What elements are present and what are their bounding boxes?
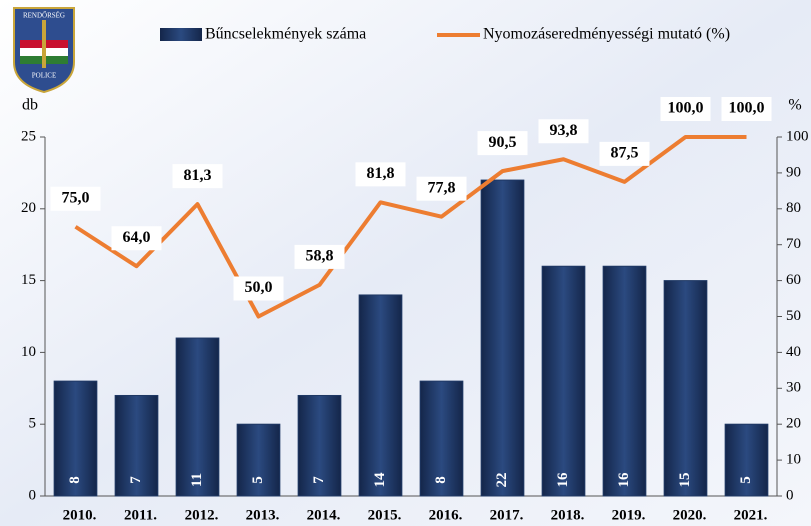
- y-tick-label: 0: [29, 487, 37, 503]
- bar: [297, 394, 342, 497]
- bar: [175, 337, 220, 497]
- line-label-box: [294, 244, 345, 269]
- bar-label: 7: [128, 476, 144, 484]
- x-tick-label: 2017.: [490, 507, 524, 523]
- bar: [724, 423, 769, 497]
- bar-label: 14: [372, 472, 388, 488]
- y-tick-label: 15: [21, 272, 36, 288]
- y-axis-label: db: [22, 97, 38, 114]
- line-label: 77,8: [428, 179, 456, 196]
- y2-tick-label: 100: [786, 128, 809, 144]
- x-tick-label: 2011.: [124, 507, 157, 523]
- bar: [236, 423, 281, 497]
- x-tick-label: 2021.: [734, 507, 768, 523]
- bar: [480, 179, 525, 497]
- y2-tick-label: 10: [786, 452, 801, 468]
- y2-tick-label: 30: [786, 380, 801, 396]
- line-label-box: [599, 141, 650, 166]
- bar-label: 8: [433, 476, 449, 484]
- line-label-box: [111, 226, 162, 251]
- y2-tick-label: 0: [786, 487, 794, 503]
- bar-label: 5: [250, 476, 266, 484]
- legend-swatch-bar: [160, 28, 202, 41]
- bar: [602, 265, 647, 497]
- legend-label: Bűncselekmények száma: [205, 26, 366, 43]
- y2-axis-label: %: [788, 97, 801, 114]
- logo-top: RENDŐRSÉG: [23, 12, 65, 20]
- x-tick-label: 2015.: [368, 507, 402, 523]
- line-label: 100,0: [668, 100, 704, 117]
- y2-tick-label: 40: [786, 344, 801, 360]
- y-tick-label: 5: [29, 416, 37, 432]
- line-label-box: [355, 162, 406, 187]
- bar: [663, 280, 708, 497]
- bar-label: 5: [738, 476, 754, 484]
- legend-label: Nyomozáseredményességi mutató (%): [483, 26, 730, 43]
- y2-tick-label: 70: [786, 236, 801, 252]
- line-label: 50,0: [245, 279, 273, 296]
- line-label: 90,5: [489, 134, 517, 151]
- logo: RENDŐRSÉG POLICE: [13, 7, 75, 94]
- x-tick-label: 2014.: [307, 507, 341, 523]
- bar: [419, 380, 464, 497]
- bar: [53, 380, 98, 497]
- y2-tick-label: 50: [786, 308, 801, 324]
- x-tick-label: 2016.: [429, 507, 463, 523]
- bar-label: 8: [67, 476, 83, 484]
- line-label: 81,3: [184, 167, 212, 184]
- y-tick-label: 10: [21, 344, 36, 360]
- line-label: 81,8: [367, 165, 395, 182]
- bar-label: 11: [189, 473, 205, 487]
- y-tick-label: 25: [21, 128, 36, 144]
- x-tick-label: 2012.: [185, 507, 219, 523]
- line-label: 75,0: [62, 189, 90, 206]
- y2-tick-label: 90: [786, 164, 801, 180]
- bar: [358, 294, 403, 497]
- line-label-box: [660, 97, 711, 121]
- line-label: 87,5: [611, 145, 639, 162]
- line-label-box: [172, 164, 223, 189]
- line-label-box: [538, 119, 589, 144]
- logo-bottom: POLICE: [32, 72, 57, 80]
- y2-tick-label: 20: [786, 416, 801, 432]
- y2-tick-label: 80: [786, 200, 801, 216]
- bar-label: 16: [555, 472, 571, 488]
- bar-label: 22: [494, 473, 510, 488]
- line-label-box: [721, 97, 772, 121]
- y-tick-label: 20: [21, 200, 36, 216]
- bar: [114, 394, 159, 497]
- x-tick-label: 2018.: [551, 507, 585, 523]
- line-label-box: [416, 176, 467, 201]
- bar-label: 16: [616, 472, 632, 488]
- line-label: 93,8: [550, 122, 578, 139]
- line-label: 64,0: [123, 229, 151, 246]
- line-label: 58,8: [306, 248, 334, 265]
- x-tick-label: 2019.: [612, 507, 646, 523]
- line-label-box: [233, 276, 284, 301]
- line-label-box: [50, 186, 101, 211]
- bar-label: 15: [677, 473, 693, 488]
- x-tick-label: 2020.: [673, 507, 707, 523]
- bar: [541, 265, 586, 497]
- y2-tick-label: 60: [786, 272, 801, 288]
- line-label-box: [477, 131, 528, 156]
- bar-label: 7: [311, 476, 327, 484]
- line-label: 100,0: [729, 100, 765, 117]
- x-tick-label: 2013.: [246, 507, 280, 523]
- line: [74, 135, 747, 319]
- x-tick-label: 2010.: [63, 507, 97, 523]
